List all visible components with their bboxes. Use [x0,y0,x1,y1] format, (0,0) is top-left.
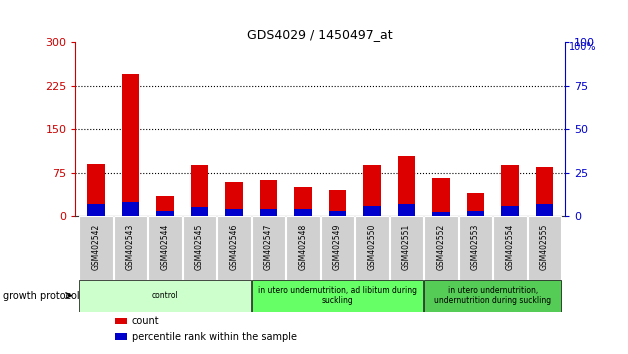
Bar [191,165,208,216]
Text: in utero undernutrition, ad libitum during
suckling: in utero undernutrition, ad libitum duri… [258,286,417,305]
Bar [80,280,251,312]
Bar [80,216,112,280]
Bar [536,204,553,216]
Bar [286,216,320,280]
Bar [501,165,519,216]
Title: GDS4029 / 1450497_at: GDS4029 / 1450497_at [247,28,393,41]
Bar [122,74,139,216]
Text: GSM402543: GSM402543 [126,223,135,270]
Bar [225,182,242,216]
Bar [225,209,242,216]
Bar [501,206,519,216]
Bar [425,216,458,280]
Bar [398,156,415,216]
Bar [260,179,277,216]
Bar [398,204,415,216]
Bar [528,216,561,280]
Bar [87,204,105,216]
Bar [252,280,423,312]
Bar [87,164,105,216]
Text: GSM402548: GSM402548 [298,223,308,270]
Text: GSM402553: GSM402553 [471,223,480,270]
Bar [390,216,423,280]
Text: control: control [152,291,178,300]
Bar [355,216,389,280]
Bar [148,216,181,280]
Text: percentile rank within the sample: percentile rank within the sample [132,332,296,342]
Text: growth protocol: growth protocol [3,291,80,301]
Bar [260,209,277,216]
Bar [295,187,311,216]
Bar [467,193,484,216]
Bar [425,280,561,312]
Bar [295,209,311,216]
Bar [321,216,354,280]
Bar [191,207,208,216]
Bar [114,333,127,340]
Text: GSM402547: GSM402547 [264,223,273,270]
Text: GSM402555: GSM402555 [540,223,549,270]
Text: GSM402551: GSM402551 [402,223,411,270]
Bar [114,216,147,280]
Text: GSM402546: GSM402546 [230,223,239,270]
Bar [114,318,127,324]
Bar [122,202,139,216]
Bar [364,165,381,216]
Text: GSM402544: GSM402544 [161,223,170,270]
Bar [467,211,484,216]
Bar [433,212,450,216]
Bar [459,216,492,280]
Bar [364,206,381,216]
Bar [252,216,285,280]
Text: GSM402550: GSM402550 [367,223,377,270]
Bar [183,216,216,280]
Text: GSM402554: GSM402554 [506,223,514,270]
Bar [156,211,174,216]
Text: GSM402542: GSM402542 [92,223,100,270]
Text: GSM402552: GSM402552 [436,223,445,270]
Text: count: count [132,316,160,326]
Text: GSM402549: GSM402549 [333,223,342,270]
Bar [494,216,526,280]
Bar [156,196,174,216]
Text: GSM402545: GSM402545 [195,223,204,270]
Text: in utero undernutrition,
undernutrition during suckling: in utero undernutrition, undernutrition … [434,286,551,305]
Bar [217,216,251,280]
Bar [433,178,450,216]
Bar [329,190,346,216]
Bar [536,167,553,216]
Text: 100%: 100% [570,42,597,52]
Bar [329,211,346,216]
